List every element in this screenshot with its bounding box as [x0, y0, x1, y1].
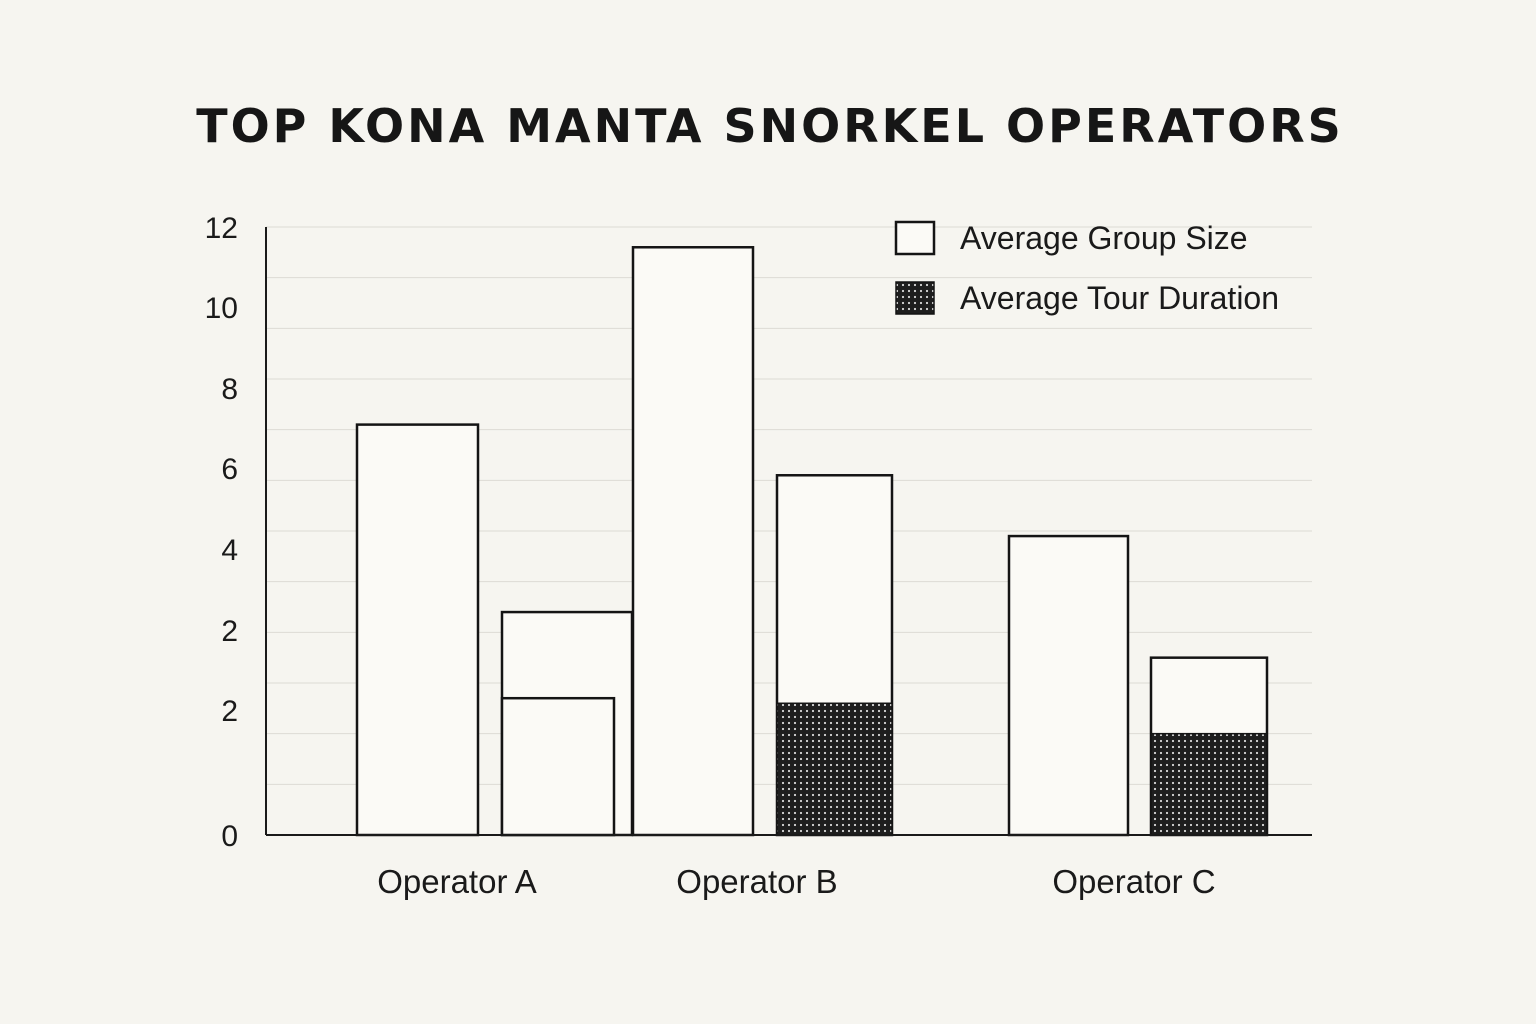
- legend-swatch-tour-duration: [895, 281, 935, 315]
- bar-operator-b: [776, 702, 893, 836]
- y-tick-label: 4: [221, 534, 238, 567]
- y-tick-label: 2: [221, 615, 238, 648]
- chart-title: TOP KONA MANTA SNORKEL OPERATORS: [196, 99, 1344, 153]
- y-tick-label: 12: [205, 212, 238, 245]
- bar-operator-c: [1150, 732, 1268, 836]
- bar-operator-a: [500, 696, 616, 837]
- x-category-label: Operator B: [676, 863, 837, 900]
- x-category-label: Operator C: [1052, 863, 1215, 900]
- legend-label: Average Tour Duration: [960, 280, 1279, 316]
- bar-operator-c: [1007, 534, 1130, 837]
- bar-operator-b: [631, 246, 755, 837]
- axes: [265, 227, 1312, 836]
- bars: [355, 246, 1269, 837]
- y-tick-label: 6: [221, 453, 238, 486]
- x-category-label: Operator A: [377, 863, 537, 900]
- y-tick-label: 2: [221, 695, 238, 728]
- x-category-labels: Operator A Operator B Operator C: [377, 863, 1215, 900]
- y-tick-label: 8: [221, 373, 238, 406]
- y-tick-label: 0: [221, 820, 238, 853]
- bar-operator-a: [355, 423, 480, 837]
- legend-swatch-group-size: [894, 220, 936, 256]
- y-tick-label: 10: [205, 292, 238, 325]
- legend: Average Group Size Average Tour Duration: [894, 220, 1279, 316]
- legend-label: Average Group Size: [960, 220, 1248, 256]
- y-tick-labels: 0 2 2 4 6 8 10 12: [205, 212, 238, 853]
